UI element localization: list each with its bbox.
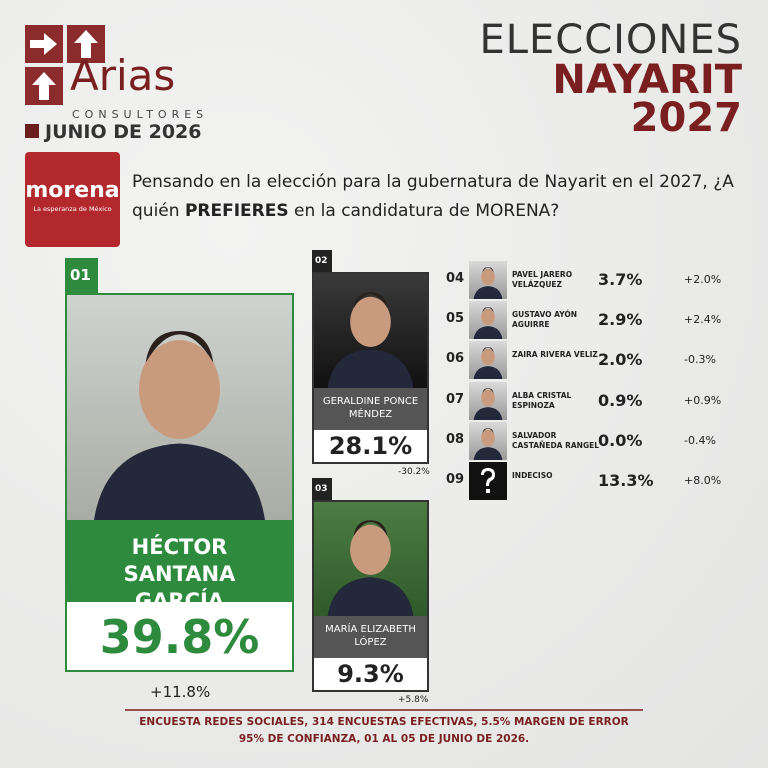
photo	[314, 502, 427, 616]
candidate-name: GUSTAVO AYÓN AGUIRRE	[512, 310, 578, 330]
change: +8.0%	[684, 474, 722, 487]
photo	[67, 295, 292, 520]
rank: 08	[446, 431, 465, 447]
name-band: GERALDINE PONCE MÉNDEZ	[314, 388, 427, 430]
photo	[314, 274, 427, 388]
percentage: 2.9%	[598, 310, 643, 330]
percentage: 28.1%	[328, 432, 413, 460]
rank: 04	[446, 271, 465, 286]
header-line2: NAYARIT	[552, 57, 742, 103]
photo	[469, 261, 507, 299]
candidate-name: PAVEL JARERO VELÁZQUEZ	[512, 270, 573, 289]
card: HÉCTOR SANTANA GARCÍA 39.8%	[65, 293, 294, 672]
brand-sub: CONSULTORES	[72, 108, 209, 121]
photo	[469, 421, 507, 460]
card: MARÍA ELIZABETH LÓPEZ 9.3%	[312, 500, 429, 692]
candidate-name: HÉCTOR SANTANA GARCÍA	[123, 535, 236, 613]
silhouette	[473, 427, 503, 460]
change: +5.8%	[398, 695, 429, 705]
change: +2.4%	[684, 313, 722, 327]
rank-tab: 03	[312, 478, 332, 500]
silhouette	[473, 387, 503, 420]
footer-line: ENCUESTA REDES SOCIALES, 314 ENCUESTAS E…	[139, 716, 629, 728]
unknown-icon	[469, 462, 507, 500]
name-band: HÉCTOR SANTANA GARCÍA	[67, 520, 292, 613]
rank: 09	[446, 472, 465, 487]
rank: 05	[446, 311, 465, 327]
change: -0.4%	[684, 433, 716, 447]
rank-tab: 01	[65, 258, 98, 293]
rank: 07	[446, 391, 465, 407]
candidate-name: ALBA CRISTAL ESPINOZA	[512, 390, 572, 410]
candidate-name: GERALDINE PONCE MÉNDEZ	[322, 396, 419, 420]
photo	[469, 381, 507, 420]
candidate-name: SALVADOR CASTAÑEDA RANGEL	[512, 430, 600, 450]
candidate-name: MARÍA ELIZABETH LÓPEZ	[325, 624, 416, 648]
party-tagline: La esperanza de México	[33, 205, 112, 213]
header-line3: 2027	[630, 95, 742, 141]
photo	[469, 341, 507, 380]
percentage: 9.3%	[337, 660, 404, 688]
change: -0.3%	[684, 353, 716, 367]
header-line1: ELECCIONES	[479, 17, 742, 63]
change: +11.8%	[150, 683, 211, 701]
change: -30.2%	[398, 467, 430, 477]
percentage: 0.0%	[598, 430, 643, 450]
question-part: PREFIERES	[184, 201, 289, 221]
question-icon	[481, 468, 495, 493]
percentage: 39.8%	[99, 610, 260, 664]
percentage: 13.3%	[598, 471, 654, 490]
card: GERALDINE PONCE MÉNDEZ 28.1%	[312, 272, 429, 464]
question-part: Pensando en la elección para la gubernat…	[132, 172, 734, 221]
percentage: 3.7%	[598, 270, 643, 289]
change: +0.9%	[684, 393, 722, 407]
silhouette	[94, 331, 265, 520]
percentage: 0.9%	[598, 390, 643, 410]
rank-tab: 02	[312, 250, 332, 272]
silhouette	[473, 347, 503, 380]
question-part: en la candidatura de MORENA?	[288, 201, 560, 221]
photo	[469, 301, 507, 340]
name-band: MARÍA ELIZABETH LÓPEZ	[314, 616, 427, 658]
silhouette	[473, 307, 503, 340]
question: Pensando en la elección para la gubernat…	[132, 168, 752, 226]
percentage: 2.0%	[598, 350, 643, 370]
candidate-name: ZAIRA RIVERA VELIZ	[512, 350, 598, 360]
silhouette	[327, 292, 414, 388]
rank: 06	[446, 351, 465, 367]
silhouette	[473, 267, 503, 299]
party-name: morena	[25, 178, 120, 203]
date: JUNIO DE 2026	[45, 121, 202, 143]
silhouette	[327, 520, 414, 616]
footer-line: 95% DE CONFIANZA, 01 AL 05 DE JUNIO DE 2…	[238, 733, 530, 745]
party-logo: morena La esperanza de México	[25, 152, 120, 247]
change: +2.0%	[684, 273, 722, 286]
candidate-name: INDECISO	[512, 471, 553, 480]
brand: Arias	[70, 51, 176, 100]
